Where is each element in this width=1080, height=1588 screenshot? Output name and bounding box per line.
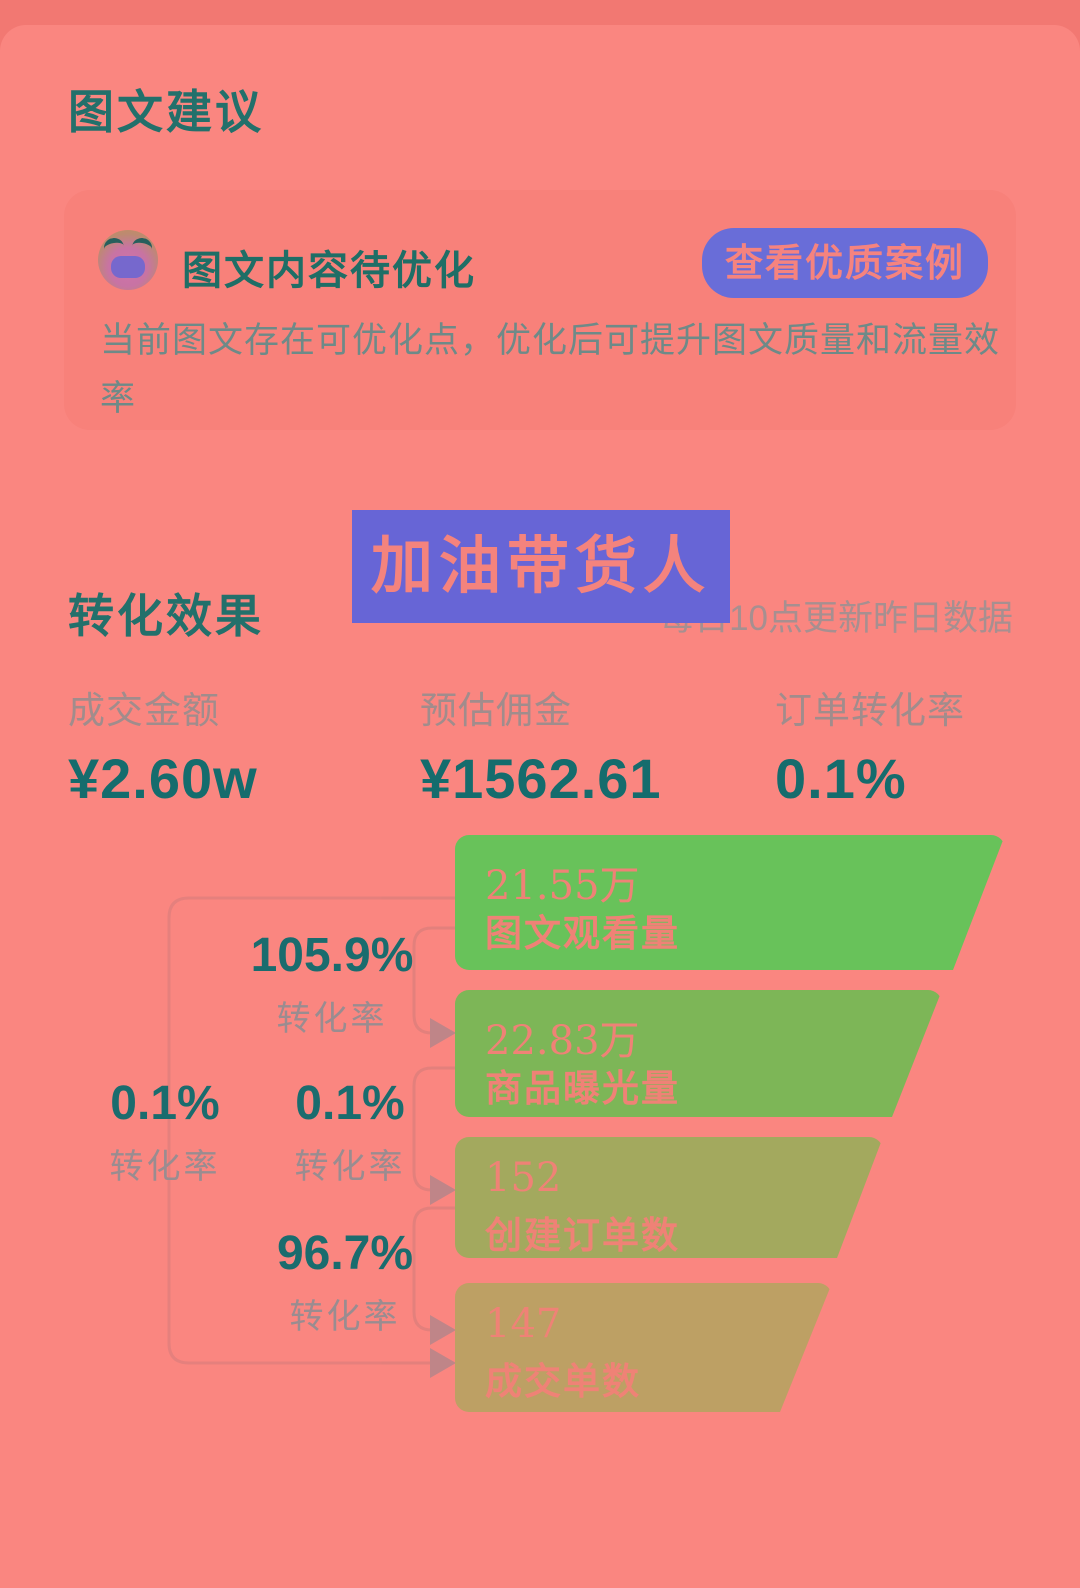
watermark-banner: 加油带货人 [352, 510, 730, 623]
suggestion-card-description: 当前图文存在可优化点，优化后可提升图文质量和流量效率 [100, 321, 1001, 418]
stat-commission: 预估佣金 ¥1562.61 [420, 680, 662, 811]
funnel-stage-value: 152 [485, 1155, 562, 1201]
funnel-stage-label: 成交单数 [485, 1361, 641, 1402]
funnel-stage-label: 图文观看量 [485, 913, 680, 954]
stat-label: 预估佣金 [420, 690, 572, 731]
section-title-conversion: 转化效果 [68, 590, 264, 642]
suggestion-card-title: 图文内容待优化 [182, 249, 476, 293]
funnel-stage-exposure: 22.83万 商品曝光量 [455, 990, 942, 1117]
funnel-stage-orders-created: 152 创建订单数 [455, 1137, 883, 1258]
section-title-suggestions: 图文建议 [68, 86, 264, 138]
crying-face-icon [98, 230, 158, 290]
stat-label: 订单转化率 [775, 690, 965, 731]
conversion-label: 转化率 [289, 1298, 401, 1336]
conversion-value: 96.7% [276, 1227, 414, 1280]
conversion-views-to-exposure: 105.9% 转化率 [222, 928, 442, 1040]
funnel-stage-value: 147 [485, 1301, 562, 1347]
funnel-stage-label: 创建订单数 [485, 1215, 680, 1256]
conversion-label: 转化率 [109, 1148, 221, 1186]
stat-label: 成交金额 [68, 690, 220, 731]
conversion-value: 0.1% [110, 1077, 220, 1130]
conversion-value: 105.9% [250, 929, 414, 982]
stat-value: ¥2.60w [68, 747, 258, 810]
view-quality-cases-button[interactable]: 查看优质案例 [702, 228, 988, 298]
funnel-stage-label: 商品曝光量 [485, 1068, 680, 1109]
funnel-stage-value: 22.83万 [485, 1018, 640, 1064]
stat-gmv: 成交金额 ¥2.60w [68, 680, 258, 811]
watermark-text: 加油带货人 [370, 532, 711, 601]
funnel-stage-value: 21.55万 [485, 863, 640, 909]
conversion-orders-to-completed: 96.7% 转化率 [235, 1226, 455, 1338]
funnel-stage-views: 21.55万 图文观看量 [455, 835, 1005, 970]
suggestion-card: 图文内容待优化 查看优质案例 当前图文存在可优化点，优化后可提升图文质量和流量效… [64, 190, 1016, 430]
funnel-stage-orders-completed: 147 成交单数 [455, 1283, 832, 1412]
conversion-overall: 0.1% 转化率 [55, 1076, 275, 1188]
stat-order-conversion: 订单转化率 0.1% [775, 680, 965, 811]
conversion-label: 转化率 [276, 1000, 388, 1038]
stat-value: 0.1% [775, 747, 907, 810]
stat-value: ¥1562.61 [420, 747, 662, 810]
